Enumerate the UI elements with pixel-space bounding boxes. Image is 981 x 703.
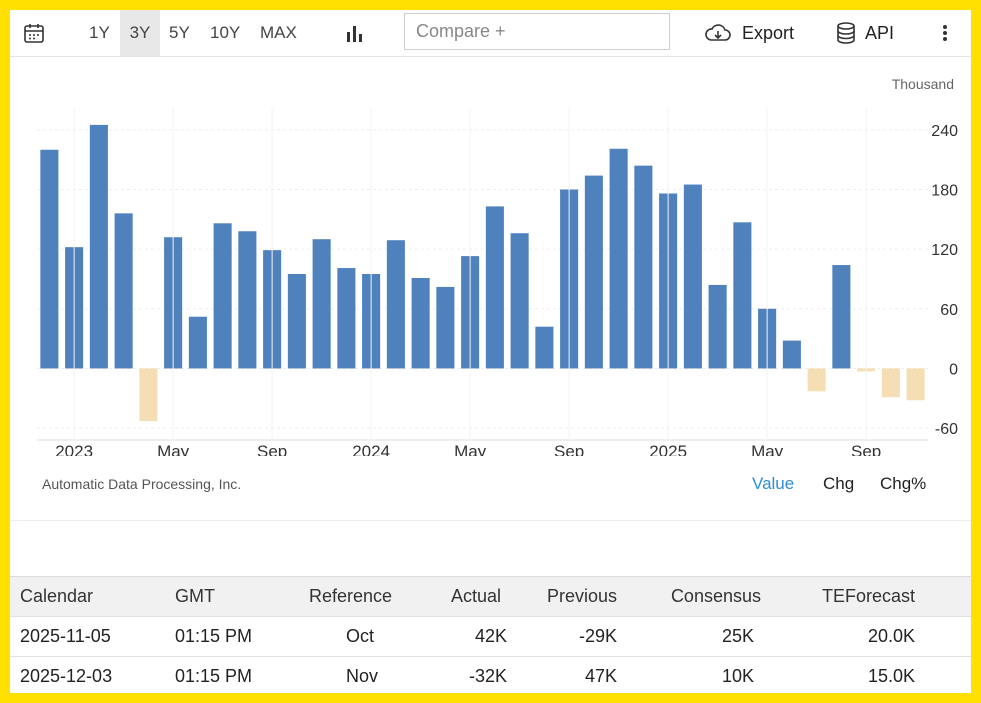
- calendar-table: Calendar GMT Reference Actual Previous C…: [10, 576, 971, 693]
- bars: [40, 124, 925, 422]
- api-button[interactable]: API: [835, 10, 894, 56]
- bar[interactable]: [683, 184, 702, 369]
- x-tick-label: May: [454, 442, 487, 456]
- bar[interactable]: [238, 231, 257, 369]
- cell-previous: 47K: [584, 666, 617, 686]
- bar[interactable]: [287, 274, 306, 369]
- range-5y-button[interactable]: 5Y: [169, 23, 190, 42]
- mode-chg-button[interactable]: Chg: [823, 474, 855, 493]
- header-consensus: Consensus: [670, 586, 761, 606]
- api-label: API: [865, 22, 895, 43]
- header-actual: Actual: [450, 586, 501, 606]
- cell-calendar: 2025-12-03: [20, 666, 113, 686]
- cell-previous: -29K: [578, 626, 617, 646]
- header-teforecast: TEForecast: [821, 586, 915, 606]
- bar-chart: Thousand -60 0 60 120 180 240 2023 May Sep 2024 M…: [37, 76, 958, 456]
- bar[interactable]: [386, 240, 405, 369]
- x-tick-label: Sep: [851, 442, 881, 456]
- unit-label: Thousand: [892, 76, 954, 92]
- bar[interactable]: [213, 223, 232, 369]
- bar[interactable]: [634, 165, 653, 369]
- y-tick-label: 240: [931, 123, 958, 140]
- cell-teforecast: 15.0K: [867, 666, 915, 686]
- range-1y-button[interactable]: 1Y: [89, 23, 110, 42]
- range-max-button[interactable]: MAX: [260, 23, 297, 42]
- header-gmt: GMT: [175, 586, 215, 606]
- bar[interactable]: [40, 149, 59, 369]
- header-reference: Reference: [309, 586, 393, 606]
- cell-reference: Oct: [346, 626, 375, 646]
- cell-teforecast: 20.0K: [867, 626, 915, 646]
- compare-placeholder: Compare +: [416, 21, 506, 41]
- calendar-icon[interactable]: [22, 10, 46, 56]
- bar[interactable]: [114, 213, 133, 369]
- x-tick-label: 2024: [352, 442, 390, 456]
- mode-value-button[interactable]: Value: [752, 474, 795, 493]
- bar[interactable]: [89, 124, 108, 369]
- cell-reference: Nov: [346, 666, 379, 686]
- bar[interactable]: [832, 265, 851, 369]
- cell-consensus: 25K: [721, 626, 754, 646]
- x-tick-label: 2025: [649, 442, 687, 456]
- range-3y-button[interactable]: 3Y: [120, 10, 160, 56]
- x-tick-label: 2023: [55, 442, 93, 456]
- header-calendar: Calendar: [20, 586, 94, 606]
- x-tick-label: Sep: [554, 442, 584, 456]
- mode-chg-pct-button[interactable]: Chg%: [880, 474, 927, 493]
- cell-calendar: 2025-11-05: [20, 626, 111, 646]
- bar[interactable]: [436, 286, 455, 369]
- bar[interactable]: [906, 368, 925, 401]
- y-tick-label: 60: [940, 302, 958, 319]
- cell-consensus: 10K: [721, 666, 754, 686]
- x-axis: 2023 May Sep 2024 May Sep 2025 May Sep: [55, 108, 881, 456]
- bar[interactable]: [535, 326, 554, 369]
- y-tick-label: 180: [931, 183, 958, 200]
- toolbar: 1Y 3Y 5Y 10Y MAX Compare + Export: [10, 10, 971, 57]
- more-vertical-icon[interactable]: [940, 10, 950, 56]
- grid: [37, 129, 928, 441]
- cell-gmt: 01:15 PM: [175, 626, 253, 646]
- export-button[interactable]: Export: [704, 10, 794, 56]
- bar[interactable]: [782, 340, 801, 369]
- x-tick-label: May: [751, 442, 784, 456]
- y-tick-label: -60: [935, 421, 958, 438]
- bar[interactable]: [609, 148, 628, 369]
- bar[interactable]: [188, 316, 207, 369]
- source-label: Automatic Data Processing, Inc.: [42, 476, 242, 492]
- export-label: Export: [742, 22, 795, 43]
- x-tick-label: Sep: [257, 442, 287, 456]
- header-previous: Previous: [546, 586, 617, 606]
- divider: [10, 520, 971, 521]
- table-row: 2025-11-05 01:15 PM Oct 42K -29K 25K 20.…: [10, 617, 971, 657]
- database-icon: [837, 22, 855, 44]
- cell-actual: 42K: [474, 626, 507, 646]
- y-tick-label: 0: [949, 361, 958, 378]
- table-row: 2025-12-03 01:15 PM Nov -32K 47K 10K 15.…: [10, 657, 971, 693]
- table-header: Calendar GMT Reference Actual Previous C…: [10, 576, 971, 617]
- bar[interactable]: [807, 368, 826, 392]
- bar[interactable]: [584, 175, 603, 369]
- bar[interactable]: [337, 268, 356, 369]
- range-10y-button[interactable]: 10Y: [210, 23, 241, 42]
- bar-chart-icon[interactable]: [344, 10, 364, 56]
- bar[interactable]: [411, 277, 430, 369]
- bar[interactable]: [881, 368, 900, 398]
- y-tick-label: 120: [931, 242, 958, 259]
- bar[interactable]: [139, 368, 158, 422]
- bar[interactable]: [485, 206, 504, 369]
- cell-gmt: 01:15 PM: [175, 666, 253, 686]
- chart-panel: 1Y 3Y 5Y 10Y MAX Compare + Export: [10, 10, 971, 693]
- bar[interactable]: [708, 284, 727, 369]
- y-axis: -60 0 60 120 180 240: [931, 123, 958, 438]
- bar[interactable]: [733, 222, 752, 369]
- compare-input[interactable]: Compare +: [404, 13, 670, 50]
- bar[interactable]: [312, 239, 331, 369]
- bar[interactable]: [510, 233, 529, 369]
- x-tick-label: May: [157, 442, 190, 456]
- cloud-download-icon: [705, 24, 731, 41]
- cell-actual: -32K: [468, 666, 507, 686]
